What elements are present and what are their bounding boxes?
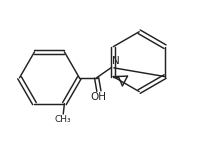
Text: N: N [111,56,119,66]
Text: CH₃: CH₃ [54,115,71,124]
Text: OH: OH [90,92,105,103]
